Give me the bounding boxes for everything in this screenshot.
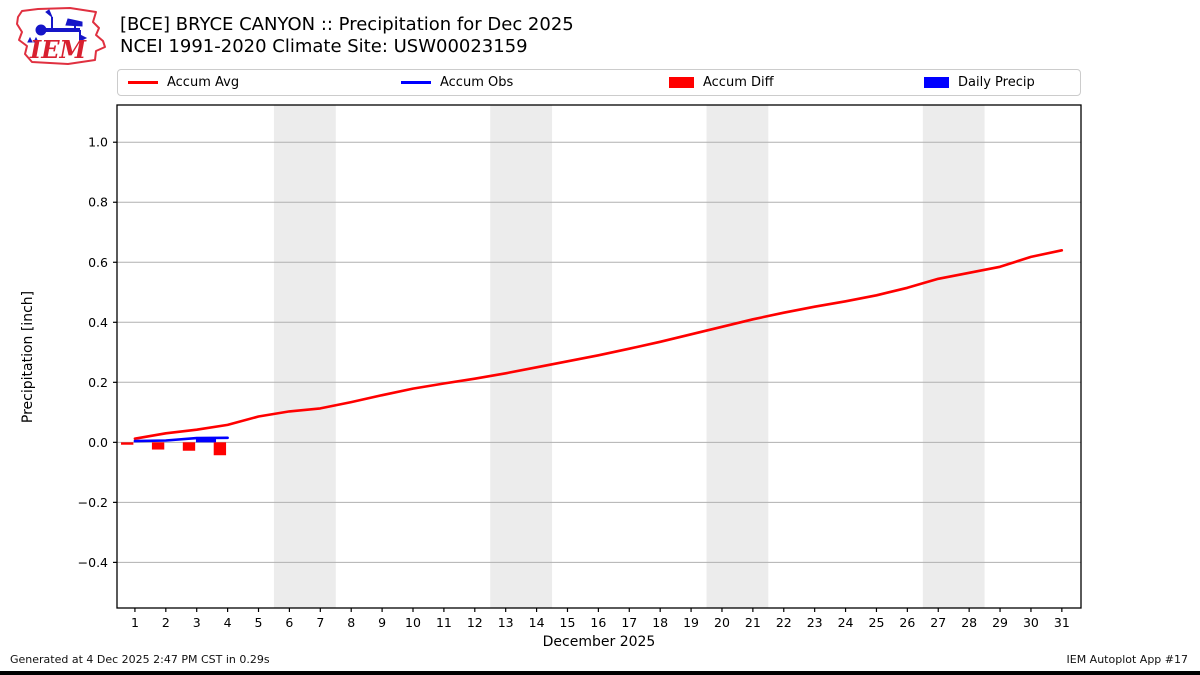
legend-label: Accum Avg	[167, 75, 240, 90]
legend-label: Accum Diff	[703, 75, 774, 90]
x-tick-label: 13	[498, 615, 514, 630]
accum-diff-bars	[121, 442, 227, 456]
legend-item-accum-diff: Accum Diff	[669, 70, 774, 95]
x-tick-label: 24	[838, 615, 854, 630]
bar	[213, 442, 227, 456]
plot-border	[116, 104, 1082, 609]
x-tick-label: 10	[405, 615, 421, 630]
chart-subtitle: NCEI 1991-2020 Climate Site: USW00023159	[120, 36, 528, 57]
x-tick-label: 28	[961, 615, 977, 630]
y-tick-label: −0.4	[78, 555, 108, 570]
daily-precip-bars	[195, 437, 217, 443]
chart-title: [BCE] BRYCE CANYON :: Precipitation for …	[120, 14, 574, 35]
x-tick-label: 6	[285, 615, 293, 630]
legend-label: Daily Precip	[958, 75, 1035, 90]
y-tick-label: 0.8	[88, 195, 108, 210]
legend-item-accum-avg: Accum Avg	[128, 70, 239, 95]
logo-iem-label: IEM	[29, 35, 88, 64]
y-tick-label: 0.0	[88, 435, 108, 450]
anemometer-icon	[27, 9, 88, 43]
y-tick-label: 0.4	[88, 315, 108, 330]
generated-timestamp: Generated at 4 Dec 2025 2:47 PM CST in 0…	[10, 653, 270, 666]
accum-avg-line	[133, 249, 1064, 441]
iowa-outline-icon	[16, 7, 106, 65]
x-tick-label: 9	[378, 615, 386, 630]
bar	[151, 442, 165, 450]
x-tick-label: 25	[869, 615, 885, 630]
accum-obs-line-swatch-icon	[401, 81, 431, 84]
x-tick-label: 7	[316, 615, 324, 630]
x-tick-label: 4	[224, 615, 232, 630]
weekend-band	[273, 105, 336, 608]
x-tick-label: 17	[621, 615, 637, 630]
x-tick-label: 3	[193, 615, 201, 630]
legend-label: Accum Obs	[440, 75, 514, 90]
weekend-band	[706, 105, 769, 608]
bar	[121, 442, 134, 445]
x-tick-label: 26	[899, 615, 915, 630]
y-tick-label: −0.2	[78, 495, 108, 510]
x-tick-label: 18	[652, 615, 668, 630]
y-tick-label: 0.6	[88, 255, 108, 270]
app-credit: IEM Autoplot App #17	[1066, 653, 1189, 666]
x-tick-label: 22	[776, 615, 792, 630]
iem-logo: IEM	[16, 7, 106, 65]
x-tick-label: 14	[529, 615, 545, 630]
x-tick-label: 31	[1054, 615, 1070, 630]
legend-item-daily-precip: Daily Precip	[924, 70, 1035, 95]
x-tick-label: 19	[683, 615, 699, 630]
x-tick-label: 27	[930, 615, 946, 630]
chart-header: [BCE] BRYCE CANYON :: Precipitation for …	[120, 14, 574, 58]
legend: Accum Avg Accum Obs Accum Diff Daily Pre…	[117, 69, 1081, 96]
x-tick-label: 29	[992, 615, 1008, 630]
x-tick-label: 23	[807, 615, 823, 630]
y-axis-ticks: −0.4 −0.2 0.0 0.2 0.4 0.6 0.8 1.0	[78, 135, 117, 570]
weekend-band	[490, 105, 553, 608]
accum-avg-line-swatch-icon	[128, 81, 158, 84]
y-tick-label: 1.0	[88, 135, 108, 150]
bar	[182, 442, 196, 451]
x-tick-label: 12	[467, 615, 483, 630]
accum-obs-line	[133, 436, 229, 443]
x-tick-label: 30	[1023, 615, 1039, 630]
bottom-border-bar	[0, 671, 1200, 675]
weekend-shading	[273, 105, 985, 608]
x-axis-label: December 2025	[542, 634, 656, 650]
y-tick-label: 0.2	[88, 375, 108, 390]
weekend-band	[922, 105, 985, 608]
y-axis-label: Precipitation [inch]	[20, 290, 36, 424]
x-tick-label: 21	[745, 615, 761, 630]
bar	[195, 437, 217, 443]
x-tick-label: 2	[162, 615, 170, 630]
x-tick-label: 5	[255, 615, 263, 630]
daily-precip-box-swatch-icon	[924, 77, 949, 88]
accum-diff-box-swatch-icon	[669, 77, 694, 88]
x-tick-label: 1	[131, 615, 139, 630]
x-tick-label: 8	[347, 615, 355, 630]
gridlines	[117, 141, 1081, 563]
legend-item-accum-obs: Accum Obs	[401, 70, 513, 95]
x-tick-label: 20	[714, 615, 730, 630]
x-tick-label: 11	[436, 615, 452, 630]
x-tick-label: 16	[590, 615, 606, 630]
x-tick-label: 15	[560, 615, 576, 630]
x-axis-ticks: 1 2 3 4 5 6 7 8 9 10 11 12 13 14 15 16 17 18 19 20 21 22 23 24 2…	[131, 608, 1070, 630]
